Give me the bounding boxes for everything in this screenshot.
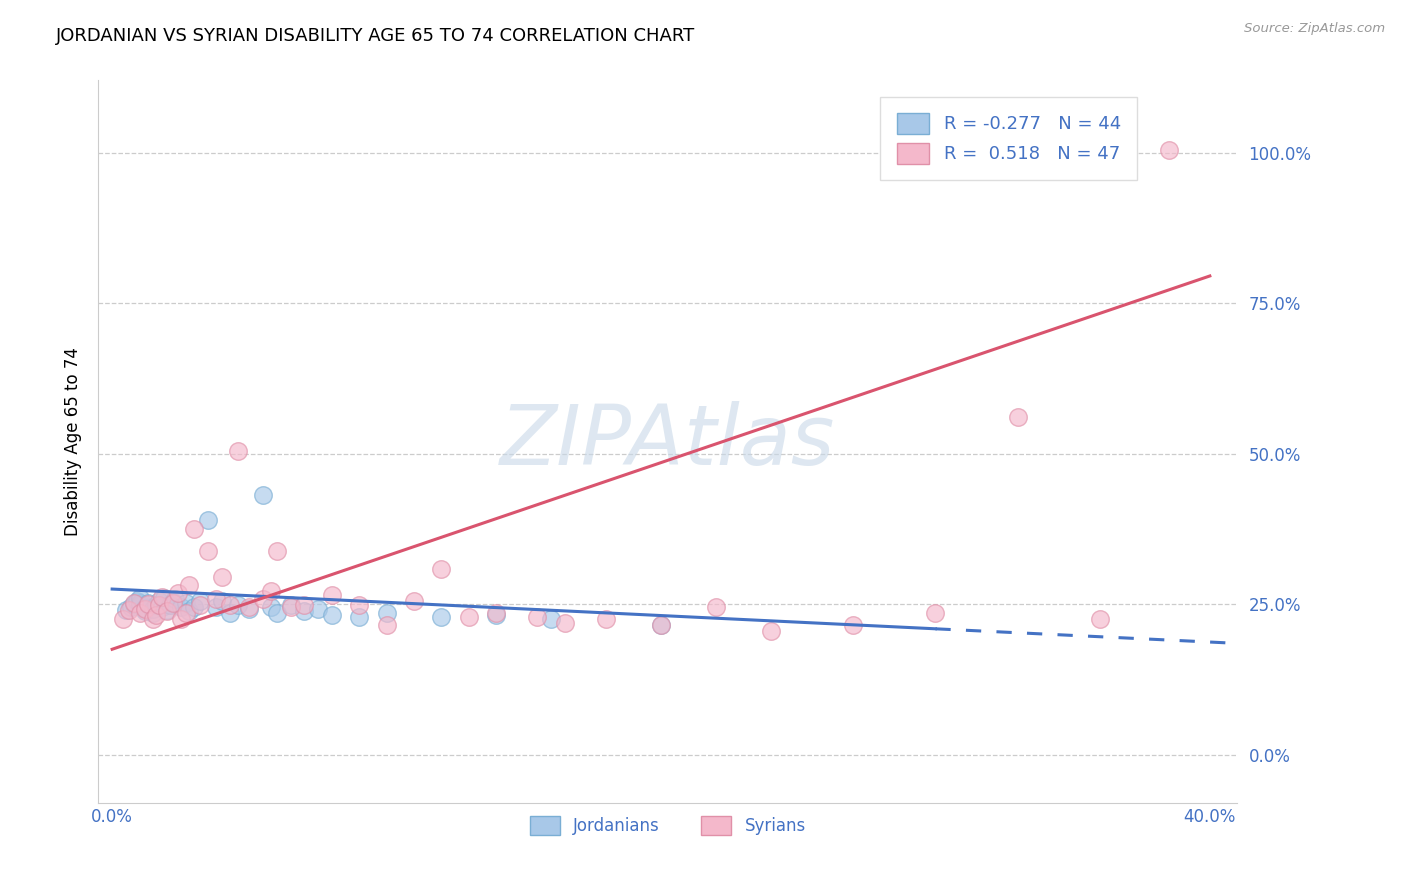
Point [219,606,242,620]
Point [188,599,211,613]
Point [1088,612,1111,626]
Point [307,602,329,616]
Point [188,594,211,608]
Y-axis label: Disability Age 65 to 74: Disability Age 65 to 74 [65,347,83,536]
Point [117,603,139,617]
Point [219,599,242,613]
Point [266,544,288,558]
Point [162,596,184,610]
Point [842,618,865,632]
Point [150,590,173,604]
Point [457,610,479,624]
Point [120,600,142,615]
Point [134,604,156,618]
Point [148,599,170,613]
Point [540,612,562,626]
Point [205,600,228,615]
Point [183,522,205,536]
Point [112,612,135,626]
Point [122,596,145,610]
Point [150,600,173,615]
Point [170,612,193,626]
Point [211,594,233,608]
Point [156,604,179,618]
Point [134,600,156,615]
Point [252,487,274,501]
Point [260,583,283,598]
Point [402,594,425,608]
Point [650,618,672,632]
Point [375,606,398,620]
Point [134,602,156,616]
Point [526,610,548,624]
Point [174,596,197,610]
Point [177,604,200,618]
Point [159,599,181,613]
Point [142,606,165,620]
Point [145,607,167,622]
Point [238,600,260,615]
Point [128,591,150,606]
Point [238,602,260,616]
Point [1157,143,1180,157]
Point [174,606,197,620]
Point [142,602,165,616]
Point [485,607,508,622]
Point [292,604,315,618]
Point [122,597,145,611]
Text: Source: ZipAtlas.com: Source: ZipAtlas.com [1244,22,1385,36]
Point [228,443,250,458]
Point [228,599,250,613]
Point [430,610,453,624]
Point [162,595,184,609]
Point [252,592,274,607]
Point [321,588,343,602]
Point [280,600,302,615]
Point [197,544,219,558]
Point [347,610,370,624]
Point [347,599,370,613]
Point [595,612,617,626]
Point [211,570,233,584]
Point [136,596,159,610]
Text: ZIPAtlas: ZIPAtlas [501,401,835,482]
Point [554,616,576,631]
Point [650,618,672,632]
Point [321,607,343,622]
Legend: Jordanians, Syrians: Jordanians, Syrians [516,803,820,848]
Point [167,586,190,600]
Point [266,606,288,620]
Point [485,606,508,620]
Point [142,612,165,626]
Point [170,600,193,615]
Point [115,603,138,617]
Point [205,592,228,607]
Point [260,600,283,615]
Point [183,600,205,615]
Point [128,596,150,610]
Point [156,603,179,617]
Point [375,618,398,632]
Point [136,597,159,611]
Point [177,578,200,592]
Text: JORDANIAN VS SYRIAN DISABILITY AGE 65 TO 74 CORRELATION CHART: JORDANIAN VS SYRIAN DISABILITY AGE 65 TO… [56,27,696,45]
Point [280,599,302,613]
Point [128,606,150,620]
Point [292,599,315,613]
Point [924,606,946,620]
Point [759,624,782,639]
Point [128,599,150,613]
Point [430,562,453,576]
Point [148,594,170,608]
Point [165,592,187,607]
Point [125,594,148,608]
Point [704,600,727,615]
Point [1007,410,1029,425]
Point [153,591,176,606]
Point [145,599,167,613]
Point [197,513,219,527]
